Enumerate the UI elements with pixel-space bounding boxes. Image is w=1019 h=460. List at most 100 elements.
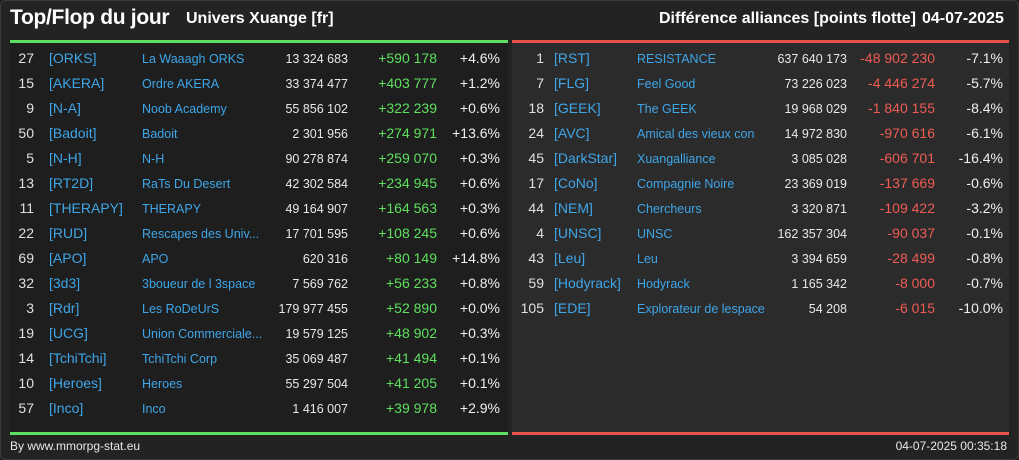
percent-cell: +14.8% (452, 250, 500, 266)
difference-cell: -970 616 (879, 125, 935, 141)
points-cell: 3 394 659 (791, 252, 847, 266)
difference-cell: +52 890 (386, 300, 437, 316)
rank-cell: 5 (26, 150, 34, 166)
points-cell: 23 369 019 (784, 177, 847, 191)
list-item: 11 [THERAPY] THERAPY 49 164 907 +164 563 +0.3… (10, 198, 508, 223)
alliance-tag-link[interactable]: [N-A] (49, 100, 81, 116)
rank-cell: 18 (528, 100, 544, 116)
points-cell: 3 085 028 (791, 152, 847, 166)
alliance-name-link[interactable]: Leu (637, 252, 658, 266)
alliance-tag-link[interactable]: [THERAPY] (49, 200, 123, 216)
alliance-name-link[interactable]: Feel Good (637, 77, 696, 91)
difference-cell: -4 446 274 (868, 75, 935, 91)
header: Top/Flop du jour Univers Xuange [fr] Dif… (0, 0, 1019, 40)
alliance-name-link[interactable]: Hodyrack (637, 277, 690, 291)
rank-cell: 14 (18, 350, 34, 366)
alliance-tag-link[interactable]: [GEEK] (554, 100, 601, 116)
alliance-tag-link[interactable]: [ORKS] (49, 50, 97, 66)
alliance-tag-link[interactable]: [Rdr] (49, 300, 80, 316)
percent-cell: +0.6% (459, 225, 500, 241)
alliance-tag-link[interactable]: [CoNo] (554, 175, 598, 191)
alliance-tag-link[interactable]: [UNSC] (554, 225, 602, 241)
alliance-name-link[interactable]: Union Commerciale... (142, 327, 263, 341)
alliance-name-link[interactable]: La Waaagh ORKS (142, 52, 245, 66)
alliance-name-link[interactable]: N-H (142, 152, 165, 166)
difference-cell: +108 245 (378, 225, 437, 241)
alliance-tag-link[interactable]: [DarkStar] (554, 150, 618, 166)
points-cell: 162 357 304 (777, 227, 847, 241)
percent-cell: -10.0% (958, 300, 1003, 316)
alliance-name-link[interactable]: The GEEK (637, 102, 697, 116)
difference-cell: +48 902 (386, 325, 437, 341)
points-cell: 7 569 762 (292, 277, 348, 291)
rank-cell: 22 (18, 225, 34, 241)
alliance-name-link[interactable]: RaTs Du Desert (142, 177, 231, 191)
alliance-tag-link[interactable]: [Badoit] (49, 125, 97, 141)
points-cell: 3 320 871 (791, 202, 847, 216)
rank-cell: 1 (536, 50, 544, 66)
alliance-name-link[interactable]: RESISTANCE (637, 52, 716, 66)
alliance-tag-link[interactable]: [RST] (554, 50, 590, 66)
rank-cell: 24 (528, 125, 544, 141)
alliance-name-link[interactable]: UNSC (637, 227, 673, 241)
alliance-tag-link[interactable]: [AVC] (554, 125, 590, 141)
alliance-name-link[interactable]: Explorateur de lespace (637, 302, 765, 316)
top-list: 27 [ORKS] La Waaagh ORKS 13 324 683 +590 178… (10, 48, 508, 423)
list-item: 17 [CoNo] Compagnie Noire 23 369 019 -137 66… (512, 173, 1009, 198)
points-cell: 90 278 874 (285, 152, 348, 166)
alliance-name-link[interactable]: Badoit (142, 127, 178, 141)
difference-cell: +590 178 (378, 50, 437, 66)
percent-cell: -0.6% (966, 175, 1003, 191)
alliance-tag-link[interactable]: [UCG] (49, 325, 88, 341)
alliance-tag-link[interactable]: [Hodyrack] (554, 275, 621, 291)
alliance-name-link[interactable]: Chercheurs (637, 202, 702, 216)
alliance-tag-link[interactable]: [Inco] (49, 400, 84, 416)
rank-cell: 19 (18, 325, 34, 341)
alliance-tag-link[interactable]: [3d3] (49, 275, 81, 291)
alliance-tag-link[interactable]: [TchiTchi] (49, 350, 107, 366)
alliance-name-link[interactable]: THERAPY (142, 202, 202, 216)
alliance-tag-link[interactable]: [APO] (49, 250, 87, 266)
percent-cell: -0.7% (966, 275, 1003, 291)
percent-cell: -6.1% (966, 125, 1003, 141)
difference-cell: +39 978 (386, 400, 437, 416)
alliance-tag-link[interactable]: [RT2D] (49, 175, 94, 191)
alliance-tag-link[interactable]: [Leu] (554, 250, 586, 266)
alliance-tag-link[interactable]: [RUD] (49, 225, 88, 241)
alliance-name-link[interactable]: Amical des vieux con (637, 127, 755, 141)
alliance-name-link[interactable]: APO (142, 252, 169, 266)
header-date: 04-07-2025 (922, 10, 1004, 27)
difference-cell: +56 233 (386, 275, 437, 291)
rank-cell: 69 (18, 250, 34, 266)
percent-cell: -0.8% (966, 250, 1003, 266)
alliance-tag-link[interactable]: [N-H] (49, 150, 82, 166)
alliance-name-link[interactable]: Rescapes des Univ... (142, 227, 260, 241)
alliance-name-link[interactable]: Noob Academy (142, 102, 227, 116)
alliance-name-link[interactable]: Heroes (142, 377, 183, 391)
alliance-tag-link[interactable]: [EDE] (554, 300, 591, 316)
ranking-subtitle: Différence alliances [points flotte] (659, 10, 916, 27)
list-item: 105 [EDE] Explorateur de lespace 54 208 -6 0… (512, 298, 1009, 323)
difference-cell: -48 902 230 (860, 50, 935, 66)
alliance-name-link[interactable]: Compagnie Noire (637, 177, 735, 191)
alliance-tag-link[interactable]: [FLG] (554, 75, 590, 91)
list-item: 59 [Hodyrack] Hodyrack 1 165 342 -8 000 -0.7% (512, 273, 1009, 298)
percent-cell: +0.1% (459, 375, 500, 391)
flop-divider-bottom (512, 432, 1009, 435)
alliance-name-link[interactable]: Les RoDeUrS (142, 302, 220, 316)
alliance-name-link[interactable]: 3boueur de l 3space (142, 277, 256, 291)
alliance-tag-link[interactable]: [Heroes] (49, 375, 102, 391)
rank-cell: 59 (528, 275, 544, 291)
alliance-name-link[interactable]: Inco (142, 402, 166, 416)
alliance-name-link[interactable]: TchiTchi Corp (142, 352, 218, 366)
alliance-tag-link[interactable]: [NEM] (554, 200, 593, 216)
difference-cell: +403 777 (378, 75, 437, 91)
alliance-tag-link[interactable]: [AKERA] (49, 75, 105, 91)
percent-cell: -16.4% (958, 150, 1003, 166)
difference-cell: +41 494 (386, 350, 437, 366)
difference-cell: +274 971 (378, 125, 437, 141)
alliance-name-link[interactable]: Ordre AKERA (142, 77, 220, 91)
percent-cell: +0.3% (459, 150, 500, 166)
list-item: 14 [TchiTchi] TchiTchi Corp 35 069 487 +41 4… (10, 348, 508, 373)
alliance-name-link[interactable]: Xuangalliance (637, 152, 716, 166)
